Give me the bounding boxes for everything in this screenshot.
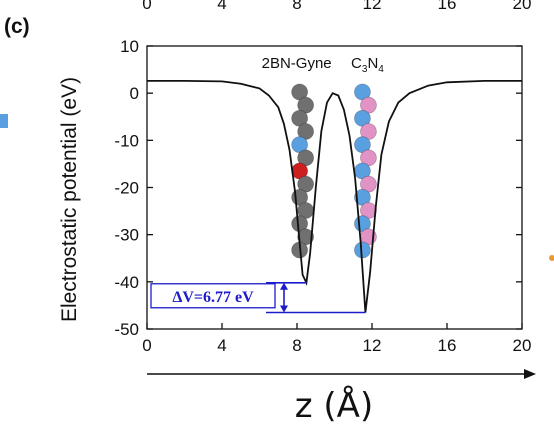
delta-v-label-box xyxy=(150,283,276,309)
molecule-layer xyxy=(291,83,377,259)
plot-area xyxy=(146,45,523,330)
legend-n: N xyxy=(367,55,378,72)
legend-c3n4: C3N4 xyxy=(351,55,384,75)
delta-v-label: ΔV=6.77 eV xyxy=(172,289,254,306)
delta-v-annotation: ΔV=6.77 eV xyxy=(150,281,366,314)
x-axis-arrowhead xyxy=(524,369,536,379)
x-tick-label: 4 xyxy=(217,336,226,355)
y-axis-label: Electrostatic potential (eV) xyxy=(58,77,81,322)
x-tick-label: 12 xyxy=(363,336,382,355)
x-tick-label: 20 xyxy=(513,336,532,355)
y-tick-label: -20 xyxy=(114,179,139,198)
top-tick-label: 0 xyxy=(142,0,151,13)
legend-sub-4: 4 xyxy=(378,64,384,75)
y-axis-ticks: 10 0 -10 -20 -30 -40 -50 xyxy=(114,37,522,339)
top-tick-label: 20 xyxy=(513,0,532,13)
x-tick-label: 8 xyxy=(292,336,301,355)
y-tick-label: -30 xyxy=(114,226,139,245)
x-axis-label: z (Å) xyxy=(295,385,373,426)
x-tick-label: 16 xyxy=(438,336,457,355)
legend-c: C xyxy=(351,55,362,72)
top-tick-label: 4 xyxy=(217,0,226,13)
y-tick-label: 10 xyxy=(120,37,139,56)
legend-sub-3: 3 xyxy=(362,64,368,75)
y-tick-label: -40 xyxy=(114,273,139,292)
legend-label-c3n4: C3N4 xyxy=(351,55,384,75)
potential-curve xyxy=(147,80,522,313)
top-tick-label: 8 xyxy=(292,0,301,13)
y-tick-label: -50 xyxy=(114,320,139,339)
right-edge-marker xyxy=(549,255,554,261)
top-tick-label: 12 xyxy=(363,0,382,13)
left-edge-marker xyxy=(0,114,8,128)
y-tick-label: -10 xyxy=(114,131,139,150)
top-tick-label: 16 xyxy=(438,0,457,13)
legend-label-2bn-gyne: 2BN-Gyne xyxy=(262,55,332,72)
delta-v-arrowhead-down xyxy=(280,305,288,313)
x-tick-label: 0 xyxy=(142,336,151,355)
y-tick-label: 0 xyxy=(130,84,139,103)
x-axis-ticks: 0 4 8 12 16 20 xyxy=(142,323,531,355)
top-axis-tick-labels: 0 4 8 12 16 20 xyxy=(142,0,531,13)
delta-v-arrowhead-up xyxy=(280,282,288,290)
x-axis-arrow xyxy=(147,369,536,379)
panel-label: (c) xyxy=(4,15,30,38)
legend-2bn-gyne: 2BN-Gyne xyxy=(262,55,332,72)
